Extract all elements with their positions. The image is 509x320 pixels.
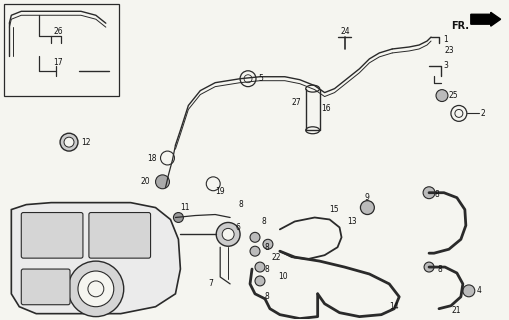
Text: 18: 18 — [147, 154, 156, 163]
Circle shape — [454, 109, 462, 117]
Text: 24: 24 — [340, 27, 350, 36]
Text: 9: 9 — [364, 193, 369, 202]
Text: 11: 11 — [180, 203, 189, 212]
Text: 8: 8 — [436, 265, 441, 274]
Circle shape — [422, 187, 434, 199]
Circle shape — [216, 222, 240, 246]
Text: 10: 10 — [277, 272, 287, 282]
Circle shape — [155, 175, 169, 189]
FancyArrow shape — [470, 12, 500, 26]
Text: FR.: FR. — [450, 21, 468, 31]
Circle shape — [240, 71, 256, 87]
Text: 8: 8 — [265, 292, 269, 301]
Text: 12: 12 — [81, 138, 90, 147]
Circle shape — [462, 285, 474, 297]
Text: 5: 5 — [258, 74, 262, 83]
Ellipse shape — [305, 85, 319, 92]
Text: 8: 8 — [262, 217, 266, 226]
Circle shape — [360, 201, 374, 214]
Text: 6: 6 — [235, 223, 240, 232]
Text: 21: 21 — [451, 306, 461, 315]
Circle shape — [435, 90, 447, 101]
Text: 25: 25 — [448, 91, 458, 100]
Circle shape — [450, 106, 466, 121]
Text: 8: 8 — [238, 200, 242, 209]
Text: 19: 19 — [215, 187, 224, 196]
Circle shape — [249, 246, 260, 256]
FancyBboxPatch shape — [21, 212, 83, 258]
Text: 22: 22 — [271, 253, 281, 262]
Text: 2: 2 — [480, 109, 485, 118]
Text: 4: 4 — [476, 286, 480, 295]
Text: 15: 15 — [329, 205, 338, 214]
Circle shape — [78, 271, 114, 307]
Polygon shape — [11, 203, 180, 314]
Text: 20: 20 — [140, 177, 150, 186]
Circle shape — [68, 261, 124, 316]
Text: 27: 27 — [291, 98, 301, 107]
Text: 7: 7 — [208, 279, 213, 288]
Text: 8: 8 — [265, 243, 269, 252]
Text: 1: 1 — [442, 35, 447, 44]
Text: 3: 3 — [442, 61, 447, 70]
FancyBboxPatch shape — [21, 269, 70, 305]
Circle shape — [173, 212, 183, 222]
Text: 17: 17 — [53, 58, 63, 67]
Circle shape — [222, 228, 234, 240]
Bar — [5, 4, 119, 96]
Circle shape — [160, 151, 174, 165]
Circle shape — [263, 239, 272, 249]
Text: 13: 13 — [347, 217, 356, 226]
Circle shape — [254, 262, 265, 272]
Text: 14: 14 — [388, 302, 398, 311]
Text: 23: 23 — [444, 46, 454, 55]
FancyBboxPatch shape — [89, 212, 150, 258]
Circle shape — [60, 133, 78, 151]
Circle shape — [64, 137, 74, 147]
Circle shape — [244, 75, 251, 83]
Circle shape — [88, 281, 104, 297]
Circle shape — [249, 232, 260, 242]
Text: 16: 16 — [321, 104, 331, 113]
Ellipse shape — [305, 127, 319, 134]
Text: 8: 8 — [433, 190, 438, 199]
Text: 26: 26 — [53, 27, 63, 36]
Circle shape — [423, 262, 433, 272]
Circle shape — [254, 276, 265, 286]
Text: 8: 8 — [265, 265, 269, 274]
Circle shape — [206, 177, 220, 191]
